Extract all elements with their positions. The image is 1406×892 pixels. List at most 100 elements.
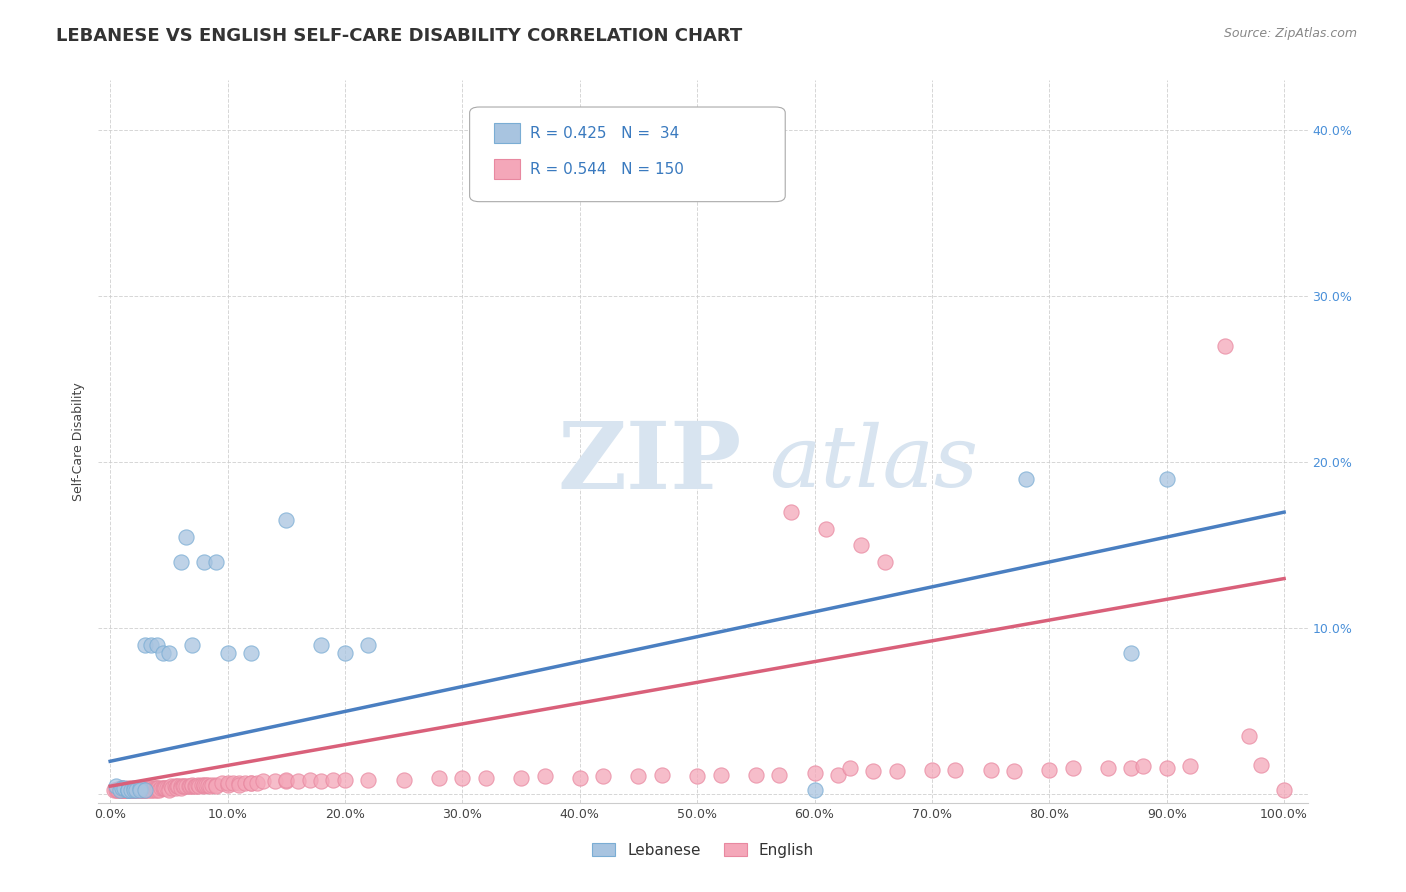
Lebanese [803, 782, 825, 797]
Lebanese [276, 513, 298, 527]
English [392, 772, 415, 787]
English [134, 780, 156, 795]
English [198, 779, 221, 793]
English [122, 782, 145, 797]
English [276, 774, 298, 789]
English [122, 782, 145, 797]
English [111, 782, 134, 797]
English [803, 765, 825, 780]
English [592, 769, 614, 783]
English [263, 774, 285, 789]
Lebanese [217, 646, 239, 660]
English [125, 782, 148, 797]
Lebanese [122, 780, 145, 795]
English [1272, 782, 1295, 797]
English [204, 779, 226, 793]
English [1237, 730, 1260, 744]
English [136, 782, 159, 797]
Y-axis label: Self-Care Disability: Self-Care Disability [72, 382, 86, 501]
Lebanese [169, 555, 191, 569]
English [333, 772, 356, 787]
English [183, 779, 205, 793]
English [117, 780, 139, 795]
English [165, 780, 187, 795]
Lebanese [333, 646, 356, 660]
English [533, 769, 555, 783]
English [167, 779, 190, 793]
English [217, 778, 239, 792]
Lebanese [193, 555, 215, 569]
English [710, 767, 733, 781]
Legend: Lebanese, English: Lebanese, English [586, 837, 820, 863]
English [141, 780, 163, 795]
English [111, 782, 134, 797]
English [160, 779, 183, 793]
English [780, 505, 803, 519]
English [287, 774, 309, 789]
English [148, 782, 170, 797]
English [201, 778, 224, 792]
English [132, 782, 155, 797]
English [197, 778, 219, 792]
English [141, 782, 163, 797]
English [117, 782, 139, 797]
Text: LEBANESE VS ENGLISH SELF-CARE DISABILITY CORRELATION CHART: LEBANESE VS ENGLISH SELF-CARE DISABILITY… [56, 27, 742, 45]
English [838, 761, 860, 775]
Lebanese [117, 782, 139, 797]
English [134, 782, 156, 797]
English [475, 771, 498, 785]
English [1156, 761, 1178, 775]
English [149, 780, 172, 795]
English [162, 780, 184, 795]
English [169, 780, 191, 795]
English [141, 782, 163, 797]
English [103, 782, 125, 797]
English [120, 780, 142, 795]
English [138, 780, 160, 795]
Lebanese [157, 646, 180, 660]
Lebanese [134, 782, 156, 797]
English [112, 782, 135, 797]
English [1038, 763, 1060, 777]
English [110, 782, 132, 797]
English [131, 782, 153, 797]
FancyBboxPatch shape [494, 123, 520, 143]
English [110, 782, 132, 797]
English [127, 782, 149, 797]
English [193, 779, 215, 793]
English [1180, 759, 1202, 773]
English [131, 780, 153, 795]
English [298, 772, 321, 787]
English [121, 782, 143, 797]
English [107, 782, 129, 797]
English [176, 779, 198, 793]
English [510, 771, 533, 785]
Text: R = 0.425   N =  34: R = 0.425 N = 34 [530, 126, 679, 141]
English [311, 774, 333, 789]
English [193, 778, 215, 792]
English [114, 782, 136, 797]
English [157, 780, 180, 795]
Lebanese [1156, 472, 1178, 486]
English [980, 763, 1002, 777]
Lebanese [1121, 646, 1143, 660]
Lebanese [146, 638, 169, 652]
English [427, 771, 450, 785]
English [105, 782, 128, 797]
Lebanese [117, 782, 139, 797]
Lebanese [311, 638, 333, 652]
English [827, 767, 849, 781]
English [179, 779, 201, 793]
English [815, 522, 838, 536]
Lebanese [117, 782, 139, 797]
English [240, 776, 263, 790]
English [127, 782, 149, 797]
Lebanese [204, 555, 226, 569]
English [246, 776, 269, 790]
English [115, 782, 138, 797]
English [851, 538, 873, 552]
English [172, 779, 194, 793]
English [128, 782, 150, 797]
Lebanese [122, 782, 145, 797]
English [228, 776, 250, 790]
